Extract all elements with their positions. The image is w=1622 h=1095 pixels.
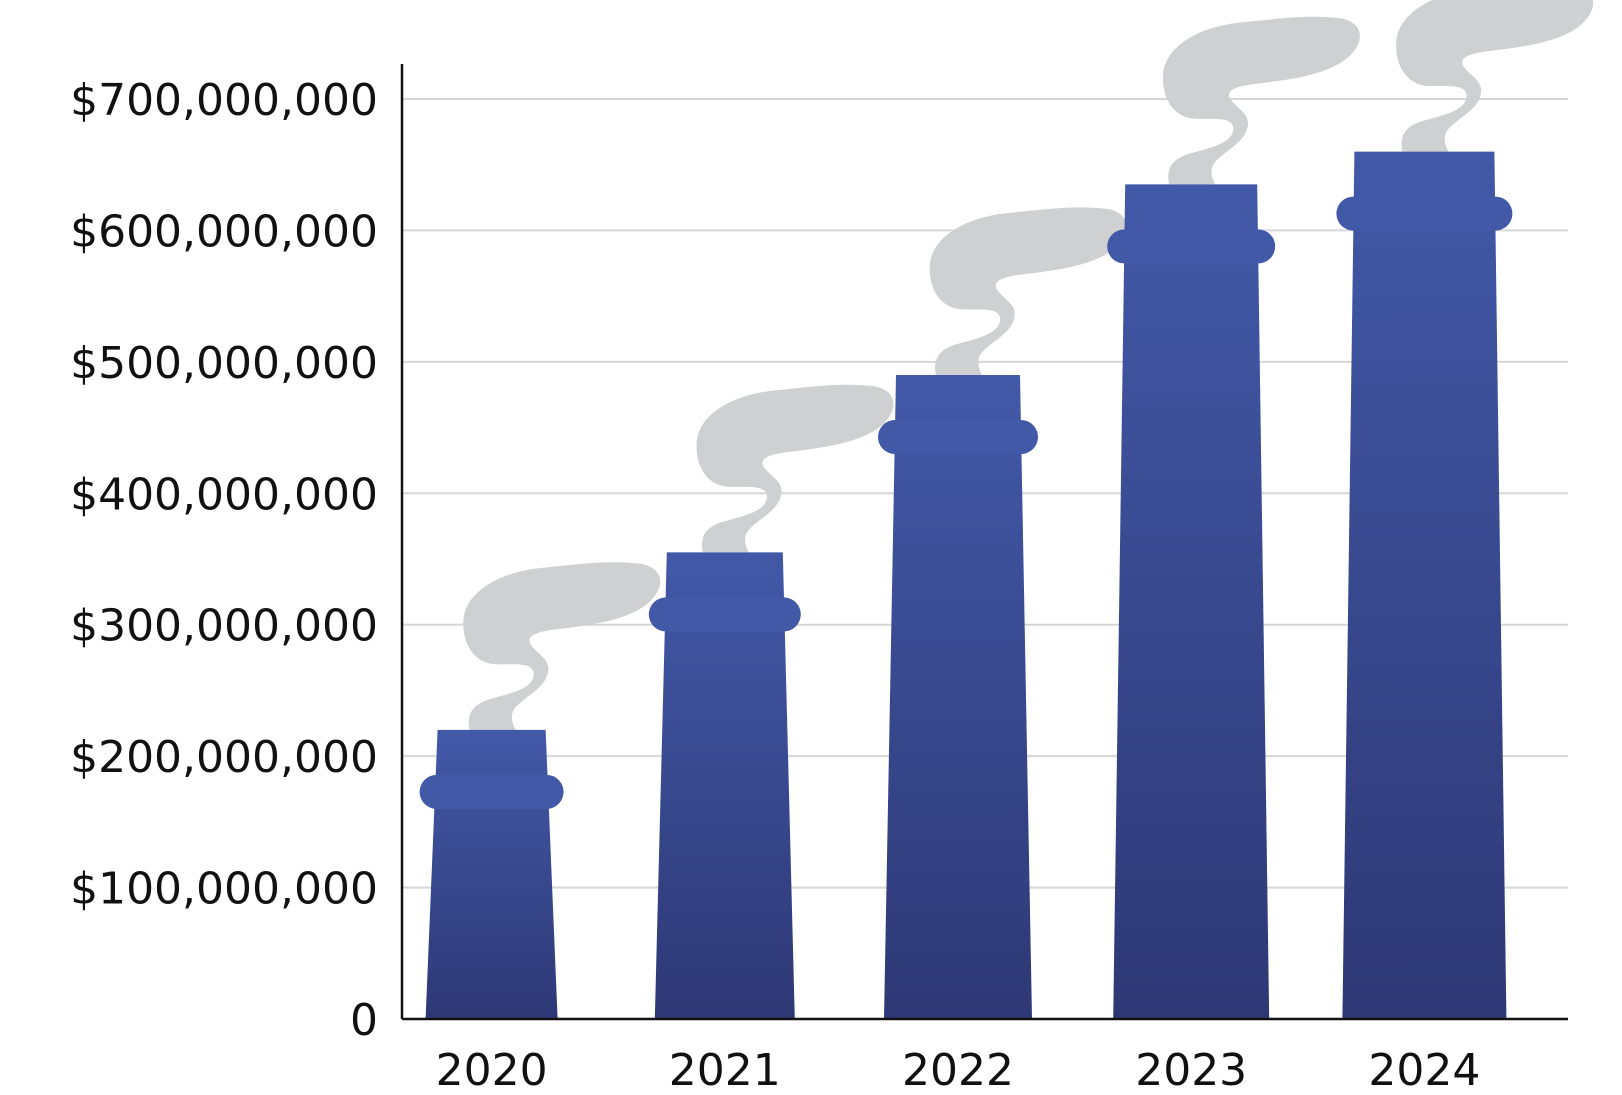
bar-2024 [1342,151,1507,1020]
bar-ring [878,420,1038,454]
y-tick-label: $600,000,000 [70,206,378,257]
y-tick-label: $400,000,000 [70,469,378,520]
y-tick-label: $200,000,000 [70,732,378,783]
y-tick-label: $100,000,000 [70,864,378,915]
bar-ring [1336,196,1513,231]
x-tick-label: 2020 [436,1045,548,1095]
bar-ring [648,597,801,632]
bar-2023 [1113,184,1270,1019]
bar-ring [1107,229,1276,264]
x-tick-label: 2024 [1368,1045,1480,1095]
smoke-plume [1396,0,1594,152]
smoke-plume [696,384,894,553]
y-axis-tick-labels: 0 $100,000,000 $200,000,000 $300,000,000 $40… [70,75,378,1046]
smoke-layer [463,0,1594,730]
bar-2020 [425,729,558,1019]
bars [419,151,1513,1020]
smoke-plume [1162,16,1360,185]
y-tick-label: $300,000,000 [70,601,378,652]
y-tick-label: 0 [350,995,378,1046]
smoke-plume [929,207,1127,375]
x-tick-label: 2021 [669,1045,781,1095]
x-tick-label: 2023 [1135,1045,1247,1095]
x-axis-tick-labels: 2020 2021 2022 2023 2024 [436,1045,1481,1095]
axes [400,64,1568,1021]
bar-2021 [654,552,795,1019]
smoke-plume [463,562,661,730]
y-tick-label: $500,000,000 [70,338,378,389]
y-tick-label: $700,000,000 [70,75,378,126]
bar-2022 [884,375,1032,1019]
x-tick-label: 2022 [902,1045,1014,1095]
bar-ring [419,774,564,809]
